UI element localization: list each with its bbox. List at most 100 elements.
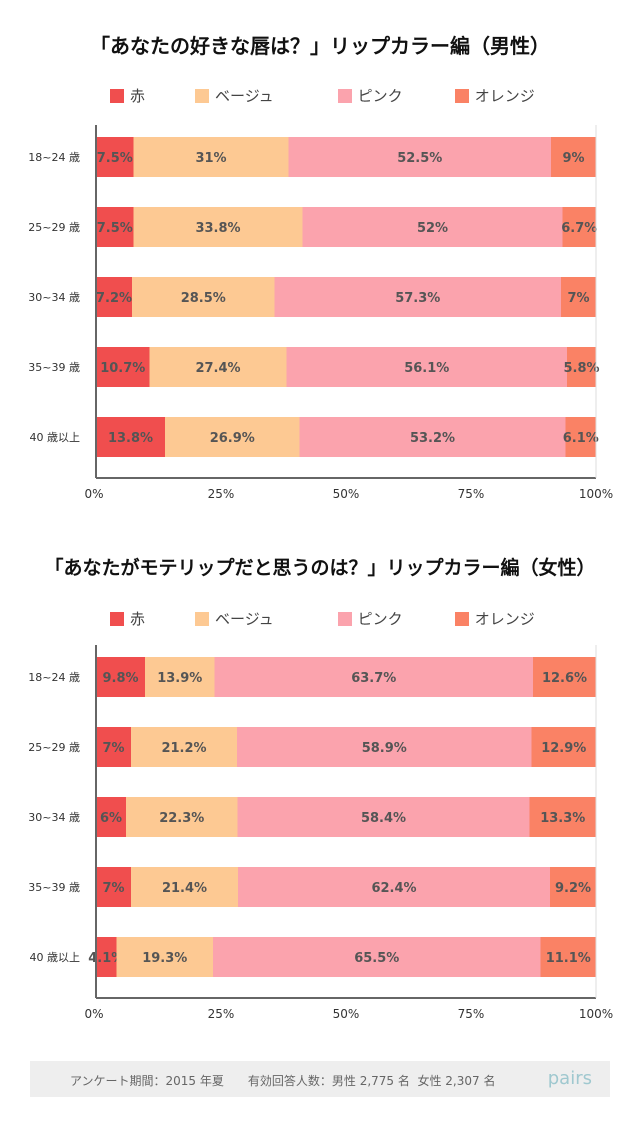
- category-label: 18~24 歳: [28, 151, 80, 164]
- legend-swatch: [195, 611, 210, 626]
- bar-segment: [133, 207, 303, 247]
- data-label: 7.5%: [97, 151, 133, 166]
- legend-item: オレンジ: [454, 608, 535, 629]
- chart-women: 「あなたがモテリップだと思うのは？」リップカラー編（女性） 赤 ベージュ ピンク…: [0, 540, 640, 1040]
- legend-item: オレンジ: [454, 85, 535, 106]
- data-label: 7.5%: [97, 221, 133, 236]
- legend-swatch: [454, 611, 469, 626]
- data-label: 31%: [195, 151, 226, 166]
- bar-segment: [96, 207, 134, 247]
- category-label: 35~39 歳: [28, 361, 80, 374]
- legend-label: オレンジ: [474, 87, 535, 105]
- bar-segment: [165, 417, 300, 457]
- category-label: 35~39 歳: [28, 881, 80, 894]
- data-label: 13.8%: [108, 431, 153, 446]
- legend-label: ベージュ: [215, 610, 274, 628]
- legend: 赤 ベージュ ピンク オレンジ: [110, 608, 585, 629]
- legend-item: ピンク: [337, 608, 403, 629]
- legend-item: ベージュ: [195, 608, 274, 629]
- bar-segment: [96, 417, 165, 457]
- data-label: 21.2%: [161, 741, 206, 756]
- bar-segment: [562, 207, 596, 247]
- bar-segment: [96, 797, 126, 837]
- legend-item: ピンク: [337, 85, 403, 106]
- data-label: 22.3%: [159, 811, 204, 826]
- data-label: 9%: [562, 151, 584, 166]
- legend-swatch: [337, 611, 352, 626]
- plot-area: 18~24 歳 7.5% 31% 52.5% 9% 25~29 歳 7.5% 33.8% 52%…: [28, 125, 613, 501]
- bar-segment: [213, 937, 541, 977]
- legend-swatch: [454, 88, 469, 103]
- x-tick-label: 0%: [84, 1007, 103, 1021]
- category-label: 25~29 歳: [28, 741, 80, 754]
- bar-segment: [531, 727, 596, 767]
- bar-segment: [96, 657, 145, 697]
- x-tick-label: 50%: [333, 1007, 360, 1021]
- x-tick-label: 25%: [208, 487, 235, 501]
- chart-men: 「あなたの好きな唇は？」リップカラー編（男性） 赤 ベージュ ピンク オレンジ …: [0, 0, 640, 520]
- bar-segment: [302, 207, 563, 247]
- legend-label: 赤: [130, 87, 146, 105]
- category-label: 30~34 歳: [28, 291, 80, 304]
- bar-segment: [288, 137, 551, 177]
- data-label: 12.6%: [542, 671, 587, 686]
- bar-segment: [565, 417, 596, 457]
- bar-segment: [133, 137, 289, 177]
- category-label: 25~29 歳: [28, 221, 80, 234]
- data-label: 10.7%: [100, 361, 145, 376]
- data-label: 9.2%: [555, 881, 591, 896]
- legend-label: 赤: [130, 610, 146, 628]
- legend-swatch: [337, 88, 352, 103]
- category-label: 40 歳以上: [30, 431, 81, 444]
- data-label: 63.7%: [351, 671, 396, 686]
- data-label: 52.5%: [397, 151, 442, 166]
- data-label: 58.4%: [361, 811, 406, 826]
- x-tick-label: 50%: [333, 487, 360, 501]
- data-label: 12.9%: [541, 741, 586, 756]
- bar-segment: [286, 347, 567, 387]
- bar-segment: [567, 347, 596, 387]
- bar-segment: [214, 657, 533, 697]
- bar-segment: [126, 797, 238, 837]
- data-label: 65.5%: [354, 951, 399, 966]
- legend-label: オレンジ: [474, 610, 535, 628]
- bar-segment: [274, 277, 561, 317]
- bar-segment: [551, 137, 596, 177]
- legend-swatch: [110, 611, 124, 626]
- data-label: 21.4%: [162, 881, 207, 896]
- data-label: 6%: [100, 811, 122, 826]
- x-tick-label: 75%: [458, 1007, 485, 1021]
- legend-item: ベージュ: [195, 85, 274, 106]
- survey-info: アンケート期間：2015 年夏 有効回答人数：男性 2,775 名 女性 2,3…: [70, 1074, 496, 1088]
- data-label: 57.3%: [395, 291, 440, 306]
- bar-segment: [529, 797, 596, 837]
- data-label: 5.8%: [563, 361, 599, 376]
- bar-segment: [131, 867, 238, 907]
- data-label: 27.4%: [195, 361, 240, 376]
- bar-segment: [533, 657, 596, 697]
- survey-footer: アンケート期間：2015 年夏 有効回答人数：男性 2,775 名 女性 2,3…: [30, 1061, 610, 1097]
- bar-segment: [96, 937, 117, 977]
- data-label: 6.7%: [561, 221, 597, 236]
- category-label: 40 歳以上: [30, 951, 81, 964]
- data-label: 28.5%: [181, 291, 226, 306]
- bar-segment: [96, 277, 132, 317]
- x-tick-label: 100%: [579, 1007, 613, 1021]
- data-label: 26.9%: [210, 431, 255, 446]
- x-tick-label: 0%: [84, 487, 103, 501]
- legend-item: 赤: [110, 85, 145, 106]
- bar-segment: [237, 727, 532, 767]
- bar-segment: [131, 727, 237, 767]
- legend-label: ピンク: [357, 610, 403, 628]
- data-label: 11.1%: [546, 951, 591, 966]
- data-label: 33.8%: [195, 221, 240, 236]
- data-label: 7%: [567, 291, 589, 306]
- bar-segment: [96, 867, 131, 907]
- category-label: 18~24 歳: [28, 671, 80, 684]
- data-label: 56.1%: [404, 361, 449, 376]
- bar-segment: [237, 797, 530, 837]
- data-label: 7%: [102, 741, 124, 756]
- category-label: 30~34 歳: [28, 811, 80, 824]
- bar-segment: [561, 277, 596, 317]
- plot-area: 18~24 歳 9.8% 13.9% 63.7% 12.6% 25~29 歳 7% 21.2%…: [28, 645, 613, 1021]
